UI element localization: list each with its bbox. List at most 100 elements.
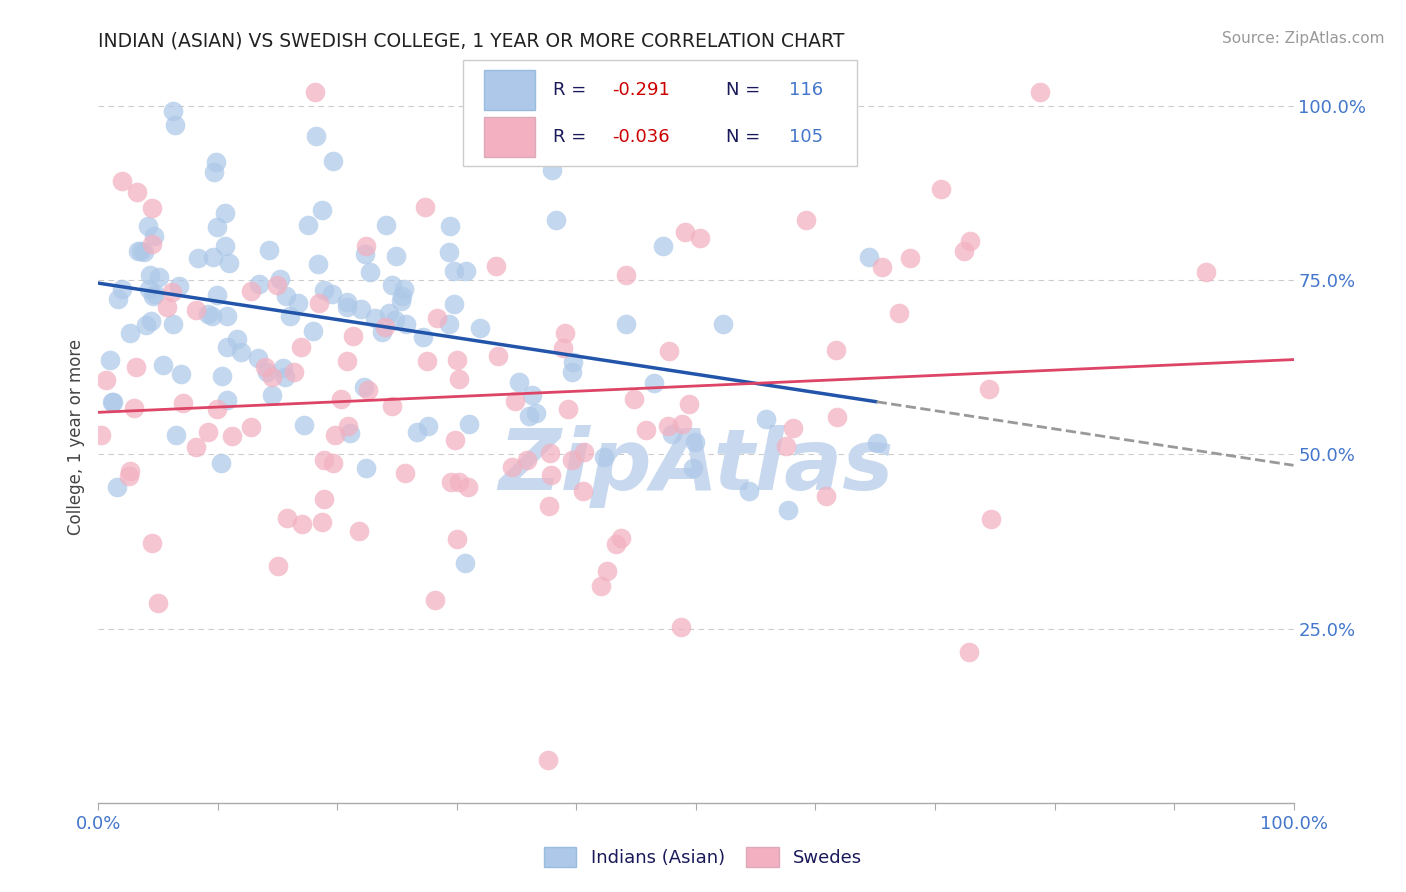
Bar xyxy=(485,117,534,157)
Point xyxy=(537,753,560,767)
Point xyxy=(247,277,270,292)
Point xyxy=(501,459,523,474)
Point xyxy=(118,464,141,478)
Point xyxy=(980,512,1002,526)
Point xyxy=(374,320,396,334)
Point xyxy=(415,200,437,214)
Point xyxy=(898,252,921,266)
Point xyxy=(269,272,291,286)
Point xyxy=(572,484,595,499)
Point xyxy=(443,433,465,447)
Point xyxy=(437,244,460,259)
Point xyxy=(485,259,508,273)
Point xyxy=(120,326,142,340)
Point xyxy=(267,558,290,573)
Point xyxy=(595,564,617,578)
Point xyxy=(127,244,149,258)
Point xyxy=(214,239,236,253)
Point xyxy=(540,467,562,482)
Point xyxy=(141,237,163,252)
Point xyxy=(218,256,240,270)
Text: ZipAtlas: ZipAtlas xyxy=(498,425,894,508)
Point xyxy=(520,388,543,402)
Point xyxy=(163,118,186,132)
Point xyxy=(610,531,633,545)
Point xyxy=(796,213,818,227)
Point xyxy=(446,533,468,547)
Point xyxy=(517,409,540,423)
Point xyxy=(394,467,416,481)
Point xyxy=(591,579,613,593)
Point xyxy=(703,85,725,99)
Point xyxy=(384,313,406,327)
Point xyxy=(354,461,377,475)
Point xyxy=(643,376,665,390)
Point xyxy=(439,219,461,234)
Point xyxy=(468,321,491,335)
Point xyxy=(347,524,370,538)
Point xyxy=(412,330,434,344)
Point xyxy=(209,456,232,470)
Point xyxy=(142,288,165,302)
Point xyxy=(221,429,243,443)
Point xyxy=(143,287,166,301)
Point xyxy=(437,318,460,332)
Point xyxy=(375,219,398,233)
Point xyxy=(138,281,160,295)
Text: -0.036: -0.036 xyxy=(613,128,669,145)
Point xyxy=(658,344,681,359)
Point xyxy=(283,364,305,378)
Point xyxy=(274,289,297,303)
Point xyxy=(370,325,392,339)
Point xyxy=(551,341,574,355)
Point xyxy=(953,244,976,258)
Point xyxy=(205,287,228,301)
Point xyxy=(711,317,734,331)
Point xyxy=(671,417,693,431)
Point xyxy=(689,231,711,245)
Point xyxy=(423,593,446,607)
Bar xyxy=(485,70,534,111)
Point xyxy=(253,360,276,375)
Point xyxy=(100,395,122,409)
Point xyxy=(271,360,294,375)
Point xyxy=(217,393,239,408)
Point xyxy=(541,162,564,177)
Point xyxy=(90,428,112,442)
Point xyxy=(508,375,530,389)
Point xyxy=(456,264,478,278)
Text: R =: R = xyxy=(553,81,592,99)
Point xyxy=(205,401,228,416)
Point xyxy=(202,165,225,179)
Point xyxy=(311,203,333,218)
Point xyxy=(98,353,121,368)
Point xyxy=(148,269,170,284)
Point xyxy=(322,457,344,471)
Point xyxy=(107,292,129,306)
Point xyxy=(350,302,373,317)
Point xyxy=(678,397,700,411)
Point xyxy=(457,480,479,494)
Point xyxy=(127,185,149,199)
Point xyxy=(291,517,314,532)
Point xyxy=(593,450,616,464)
Point xyxy=(197,307,219,321)
Text: 105: 105 xyxy=(789,128,824,145)
Point xyxy=(312,283,335,297)
Point xyxy=(337,419,360,434)
Text: 116: 116 xyxy=(789,81,824,99)
Point xyxy=(1028,85,1050,99)
Text: -0.291: -0.291 xyxy=(613,81,671,99)
Point xyxy=(755,412,778,426)
Point xyxy=(146,596,169,610)
Point xyxy=(339,426,361,441)
Point xyxy=(1195,265,1218,279)
Point xyxy=(276,510,298,524)
Point xyxy=(266,278,288,293)
Text: R =: R = xyxy=(553,128,592,145)
Point xyxy=(929,182,952,196)
Point xyxy=(395,317,418,331)
Point xyxy=(136,219,159,233)
Point xyxy=(129,244,152,259)
Point xyxy=(101,395,124,409)
